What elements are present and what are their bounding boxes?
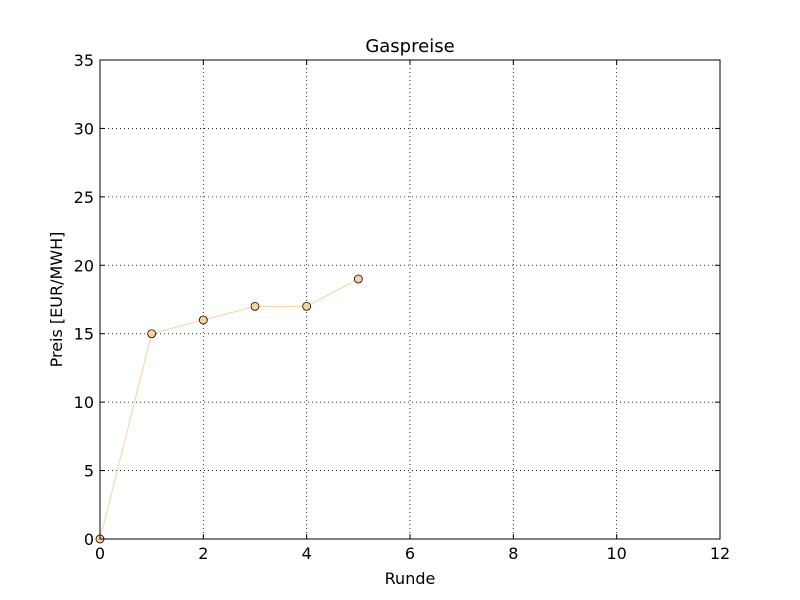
grid-lines [100,60,720,539]
data-point [302,301,312,311]
data-point [198,315,208,325]
y-tick-label: 20 [74,256,94,275]
data-point [147,329,157,339]
x-tick-label: 4 [302,544,312,563]
series-line [99,278,359,540]
y-tick-label: 35 [74,51,94,70]
y-tick-label: 25 [74,188,94,207]
x-tick-label: 2 [198,544,208,563]
chart-title: Gaspreise [365,36,454,57]
y-tick-label: 15 [74,325,94,344]
axis-ticks: 0 2 4 6 8 10 12 0 5 10 15 20 25 30 35 [74,51,731,563]
x-axis-label: Runde [385,569,436,588]
y-tick-label: 30 [74,119,94,138]
y-tick-label: 10 [74,393,94,412]
x-tick-label: 8 [508,544,518,563]
x-tick-label: 10 [606,544,626,563]
x-tick-label: 0 [95,544,105,563]
x-tick-label: 12 [710,544,730,563]
data-point [353,274,363,284]
y-axis-label: Preis [EUR/MWH] [47,232,66,368]
y-tick-label: 5 [84,462,94,481]
y-tick-label: 0 [84,530,94,549]
x-tick-label: 6 [405,544,415,563]
data-point [250,301,260,311]
